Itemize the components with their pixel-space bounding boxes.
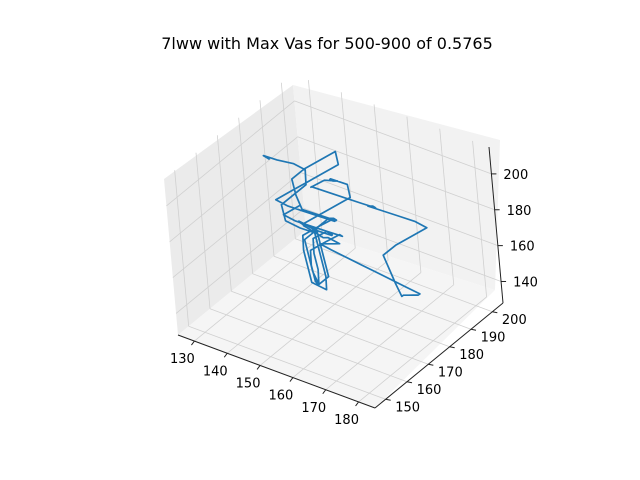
y-tick-label: 180 xyxy=(459,348,484,363)
x-tick-mark xyxy=(322,389,327,395)
z-tick-label: 140 xyxy=(513,275,538,290)
x-tick-mark xyxy=(256,365,261,370)
z-tick-label: 200 xyxy=(503,168,528,183)
gridline-y-left xyxy=(280,82,296,239)
y-tick-label: 170 xyxy=(438,365,463,380)
gridline-x-floor xyxy=(259,260,389,366)
x-tick-label: 160 xyxy=(269,389,294,404)
gridline-y-floor xyxy=(273,255,472,330)
y-tick-mark xyxy=(406,381,413,384)
axes xyxy=(177,146,507,409)
x-tick-label: 170 xyxy=(301,401,326,416)
gridline-y-floor xyxy=(209,308,408,383)
gridline-z-back xyxy=(294,100,492,175)
pane-back xyxy=(293,85,500,290)
gridline-y-left xyxy=(174,170,190,327)
tick-labels: 130 140 150 160 170 180 150 160 170 180 190 200 140 1… xyxy=(170,168,538,428)
gridline-z-left xyxy=(166,100,295,207)
x-tick-mark xyxy=(355,401,359,407)
gridline-z-left xyxy=(172,172,302,278)
y-tick-mark xyxy=(449,346,455,349)
x-tick-label: 140 xyxy=(203,364,228,379)
y-axis-line xyxy=(374,302,504,409)
gridline-y-left xyxy=(216,135,232,292)
gridline-z-left xyxy=(175,208,305,314)
x-tick-label: 150 xyxy=(236,376,261,391)
gridline-x-back xyxy=(406,116,422,273)
x-tick-mark xyxy=(191,340,195,346)
gridline-x-floor xyxy=(194,235,323,342)
x-axis-line xyxy=(177,334,376,409)
y-tick-mark xyxy=(385,398,391,401)
chart-title: 7lww with Max Vas for 500-900 of 0.5765 xyxy=(161,34,493,53)
x-tick-mark xyxy=(289,377,294,382)
gridline-x-floor xyxy=(325,284,455,391)
gridline-x-back xyxy=(308,80,323,237)
gridline-x-floor xyxy=(358,296,487,403)
z-axis-line xyxy=(488,146,504,304)
gridline-y-floor xyxy=(188,325,386,400)
gridline-x-back xyxy=(439,128,455,285)
gridline-x-back xyxy=(373,104,389,261)
z-tick-label: 160 xyxy=(510,240,535,255)
y-tick-label: 200 xyxy=(502,313,527,328)
series-trace xyxy=(262,150,428,298)
gridline-y-left xyxy=(238,117,254,274)
pane-floor xyxy=(178,230,495,408)
gridline-y-left xyxy=(195,152,211,309)
y-tick-mark xyxy=(470,328,477,331)
y-tick-label: 150 xyxy=(395,400,420,415)
x-tick-mark xyxy=(223,352,228,358)
y-tick-label: 160 xyxy=(417,383,442,398)
series-line-0 xyxy=(262,150,428,298)
gridline-x-back xyxy=(340,92,356,249)
y-tick-mark xyxy=(492,311,498,314)
x-tick-label: 130 xyxy=(170,352,195,367)
gridline-z-back xyxy=(297,136,495,211)
y-tick-mark xyxy=(428,363,434,366)
x-tick-label: 180 xyxy=(334,413,359,428)
gridline-y-floor xyxy=(252,273,450,348)
gridline-y-floor xyxy=(295,238,493,313)
gridline-y-left xyxy=(259,100,275,257)
gridline-z-back xyxy=(300,172,498,246)
gridline-x-back xyxy=(472,140,487,297)
z-tick-label: 180 xyxy=(507,204,532,219)
gridline-y-floor xyxy=(231,290,429,365)
y-tick-label: 190 xyxy=(481,330,506,345)
gridline-x-floor xyxy=(226,247,356,354)
gridline-z-left xyxy=(169,136,298,243)
pane-left xyxy=(164,85,306,335)
